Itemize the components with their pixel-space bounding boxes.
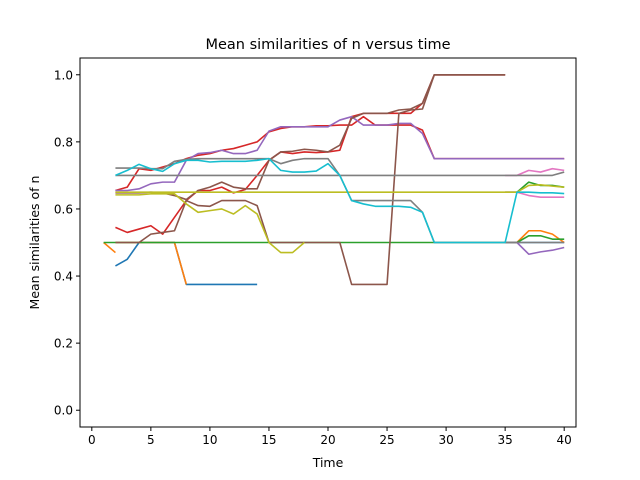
series-line-18	[115, 193, 305, 254]
series-line-19	[115, 184, 565, 193]
y-tick-label: 1.0	[54, 68, 73, 82]
x-tick-label: 0	[88, 433, 96, 447]
y-tick-label: 0.2	[54, 337, 73, 351]
x-axis-ticks: 0 5 10 15 20 25 30 35 40	[88, 427, 572, 447]
series-line-10	[115, 115, 565, 192]
x-tick-label: 25	[379, 433, 394, 447]
series-line-13	[115, 73, 506, 201]
y-tick-label: 0.8	[54, 135, 73, 149]
y-axis-ticks: 0.0 0.2 0.4 0.6 0.8 1.0	[54, 68, 80, 418]
series-lines	[103, 73, 565, 286]
y-tick-label: 0.0	[54, 404, 73, 418]
x-tick-label: 20	[320, 433, 335, 447]
x-tick-label: 30	[438, 433, 453, 447]
chart-title: Mean similarities of n versus time	[205, 37, 450, 53]
y-tick-label: 0.4	[54, 270, 73, 284]
x-tick-label: 35	[498, 433, 513, 447]
series-line-20	[115, 157, 565, 244]
x-axis-label: Time	[312, 455, 344, 470]
series-line-3	[103, 241, 116, 254]
x-tick-label: 15	[261, 433, 276, 447]
x-tick-label: 5	[147, 433, 155, 447]
y-tick-label: 0.6	[54, 202, 73, 216]
y-axis-label: Mean similarities of n	[27, 176, 42, 310]
x-tick-label: 40	[557, 433, 572, 447]
x-tick-label: 10	[202, 433, 217, 447]
